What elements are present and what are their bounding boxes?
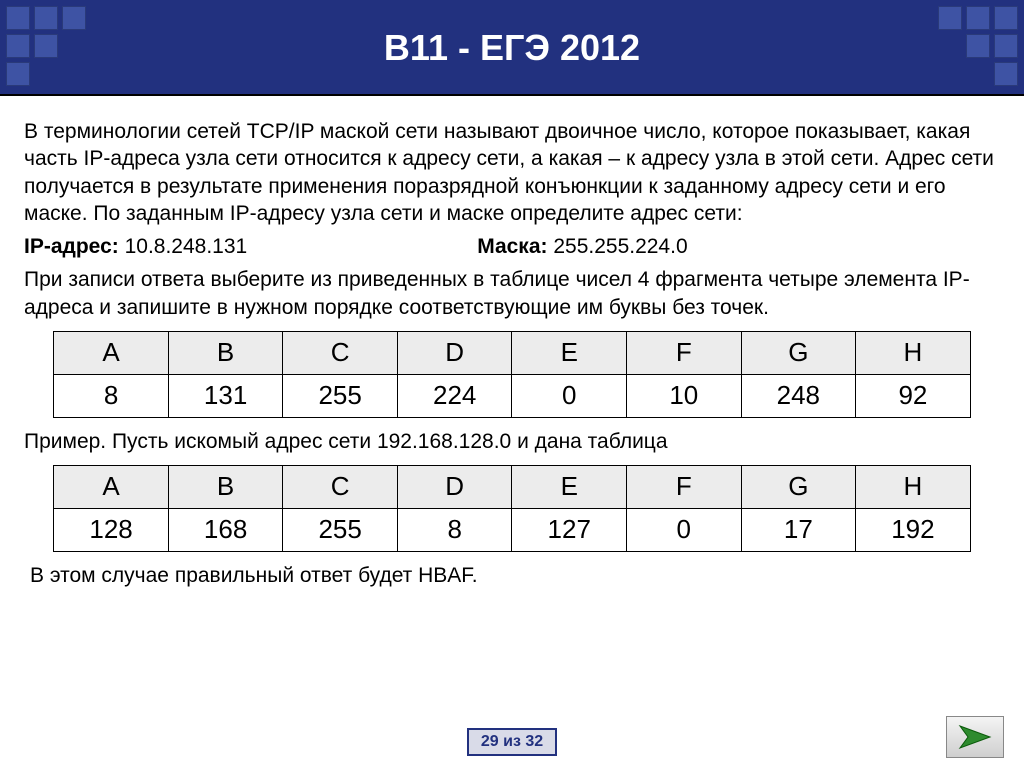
table-header: E bbox=[512, 465, 627, 508]
example-intro: Пример. Пусть искомый адрес сети 192.168… bbox=[24, 428, 1000, 455]
table-header: D bbox=[397, 332, 512, 375]
table-cell: 168 bbox=[168, 508, 283, 551]
table-cell: 224 bbox=[397, 374, 512, 417]
intro-text: В терминологии сетей TCP/IP маской сети … bbox=[24, 118, 1000, 227]
table-cell: 255 bbox=[283, 508, 398, 551]
table-header: B bbox=[168, 465, 283, 508]
table-cell: 131 bbox=[168, 374, 283, 417]
table-cell: 128 bbox=[54, 508, 169, 551]
ip-mask-row: IP-адрес: 10.8.248.131 Маска: 255.255.224… bbox=[24, 233, 1000, 260]
table-row: A B C D E F G H bbox=[54, 332, 970, 375]
slide-header: В11 - ЕГЭ 2012 bbox=[0, 0, 1024, 96]
slide-body: В терминологии сетей TCP/IP маской сети … bbox=[0, 96, 1024, 589]
next-slide-button[interactable] bbox=[946, 716, 1004, 758]
table-header: C bbox=[283, 332, 398, 375]
table-header: H bbox=[856, 465, 971, 508]
page-indicator: 29 из 32 bbox=[467, 728, 557, 756]
table-header: A bbox=[54, 332, 169, 375]
slide-footer: 29 из 32 bbox=[0, 728, 1024, 756]
table-row: 8 131 255 224 0 10 248 92 bbox=[54, 374, 970, 417]
table-header: E bbox=[512, 332, 627, 375]
table-row: A B C D E F G H bbox=[54, 465, 970, 508]
table-cell: 127 bbox=[512, 508, 627, 551]
table-cell: 0 bbox=[627, 508, 742, 551]
instruction-text: При записи ответа выберите из приведенны… bbox=[24, 266, 1000, 321]
table-cell: 255 bbox=[283, 374, 398, 417]
table-header: F bbox=[627, 332, 742, 375]
table-cell: 248 bbox=[741, 374, 856, 417]
ip-value: 10.8.248.131 bbox=[119, 235, 247, 258]
table-2: A B C D E F G H 128 168 255 8 127 0 17 1… bbox=[53, 465, 970, 552]
table-cell: 92 bbox=[856, 374, 971, 417]
table-header: B bbox=[168, 332, 283, 375]
ip-label: IP-адрес: bbox=[24, 235, 119, 258]
table-cell: 17 bbox=[741, 508, 856, 551]
arrow-right-icon bbox=[958, 724, 992, 750]
slide: В11 - ЕГЭ 2012 В терминологии сетей TCP/… bbox=[0, 0, 1024, 768]
table-cell: 8 bbox=[397, 508, 512, 551]
table-1: A B C D E F G H 8 131 255 224 0 10 248 9… bbox=[53, 331, 970, 418]
table-header: G bbox=[741, 465, 856, 508]
example-answer: В этом случае правильный ответ будет HBA… bbox=[24, 562, 1000, 589]
slide-title: В11 - ЕГЭ 2012 bbox=[0, 0, 1024, 96]
table-header: F bbox=[627, 465, 742, 508]
table-row: 128 168 255 8 127 0 17 192 bbox=[54, 508, 970, 551]
table-cell: 192 bbox=[856, 508, 971, 551]
table-header: G bbox=[741, 332, 856, 375]
table-header: H bbox=[856, 332, 971, 375]
table-cell: 10 bbox=[627, 374, 742, 417]
header-accent-right bbox=[904, 0, 1024, 96]
table-header: A bbox=[54, 465, 169, 508]
header-accent-left bbox=[0, 0, 120, 96]
table-header: D bbox=[397, 465, 512, 508]
mask-label: Маска: bbox=[477, 235, 547, 258]
table-header: C bbox=[283, 465, 398, 508]
mask-value: 255.255.224.0 bbox=[548, 235, 688, 258]
table-cell: 8 bbox=[54, 374, 169, 417]
table-cell: 0 bbox=[512, 374, 627, 417]
